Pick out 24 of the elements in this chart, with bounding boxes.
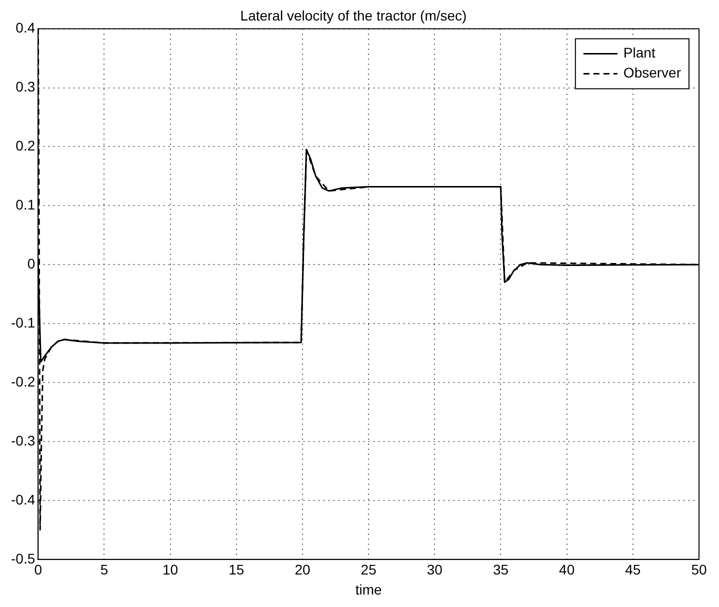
y-tick-label: 0 [27, 255, 36, 272]
y-tick-label: -0.4 [11, 491, 36, 508]
x-tick-label: 10 [162, 562, 178, 578]
x-tick-label: 15 [228, 562, 244, 578]
y-tick-label: -0.1 [11, 314, 36, 330]
y-tick-label: 0.2 [16, 138, 36, 154]
y-tick-label: 0.4 [16, 20, 36, 36]
chart-title: Lateral velocity of the tractor (m/sec) [240, 7, 467, 24]
y-tick-label: -0.3 [11, 432, 36, 448]
y-tick-label: 0.3 [16, 78, 36, 95]
x-tick-label: 50 [691, 562, 707, 578]
legend-label: Plant [623, 44, 656, 61]
x-tick-label: 5 [100, 562, 108, 578]
x-tick-label: 20 [294, 562, 310, 578]
y-tick-label: -0.5 [11, 550, 36, 566]
y-tick-label: -0.2 [11, 373, 36, 390]
x-tick-label: 30 [426, 562, 443, 578]
legend-label: Observer [623, 64, 682, 81]
x-tick-label: 40 [559, 562, 575, 578]
x-tick-label: 35 [492, 562, 509, 578]
x-tick-label: 25 [360, 562, 377, 578]
x-tick-label: 45 [625, 562, 641, 578]
x-axis-title: time [355, 581, 382, 598]
y-tick-label: 0.1 [16, 196, 36, 213]
